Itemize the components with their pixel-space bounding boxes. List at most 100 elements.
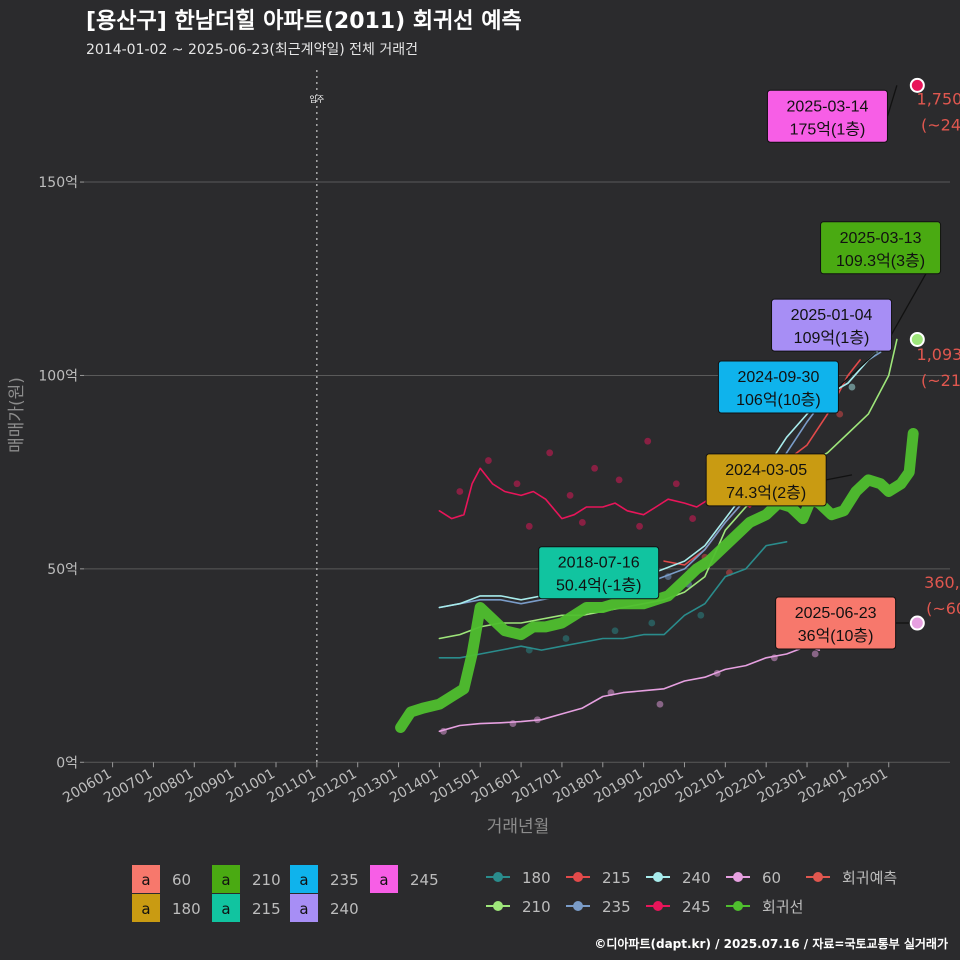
scatter-point (644, 437, 652, 445)
legend-key-glyph: a (141, 900, 150, 918)
callout-leader (886, 85, 898, 117)
price-labels: 1,750,000 (~245㎡) 1,093,000 (~210㎡) 360,000 (… (917, 90, 960, 619)
y-axis-title: 매매가(원) (7, 377, 27, 453)
legend-key-box (132, 894, 160, 922)
legend-point-key (733, 872, 743, 882)
scatter-point (689, 515, 697, 522)
callout-date: 2025-03-13 (840, 230, 922, 247)
callout-box (538, 546, 660, 600)
legend-line-label: 60 (762, 869, 781, 887)
x-axis-title: 거래년월 (487, 817, 550, 837)
highlight-point-210 (909, 331, 925, 347)
y-tick-label: 50억 (47, 562, 78, 578)
legend-label: 240 (330, 900, 359, 918)
callout-price: 50.4억(-1층) (556, 577, 641, 595)
scatter-point (648, 619, 656, 627)
callout-box (766, 89, 888, 143)
legend-label: 180 (172, 900, 201, 918)
scatter-point (513, 480, 521, 488)
legend-point-key (653, 872, 663, 882)
legend-key-box (212, 865, 240, 893)
series-line-60 (438, 645, 821, 733)
callout-box (717, 360, 839, 414)
highlight-point-245 (909, 77, 925, 93)
legend-point-key (733, 901, 743, 911)
callout-date: 2024-03-05 (725, 462, 807, 479)
legend-key-box (212, 894, 240, 922)
callout-date: 2024-09-30 (738, 369, 820, 386)
price-label-area: (~210㎡) (921, 371, 960, 390)
legend-label: 60 (172, 871, 191, 889)
scatter-point (546, 449, 554, 457)
legend-label: 235 (330, 871, 359, 889)
legend-key-box (370, 865, 398, 893)
legend-key-glyph: a (141, 871, 150, 889)
callout-box (820, 221, 942, 275)
highlight-points (909, 77, 925, 631)
legend-line-label: 180 (522, 869, 551, 887)
legend-line-label: 215 (602, 869, 631, 887)
series-line-180 (438, 541, 788, 659)
source-caption: ©디아파트(dapt.kr) / 2025.07.16 / 자료=국토교통부 실… (594, 936, 948, 951)
legend-point-key (573, 901, 583, 911)
legend-key-box (290, 894, 318, 922)
legend-point-key (813, 872, 823, 882)
legend-line-label: 245 (682, 898, 711, 916)
price-label: 1,093,000 (917, 345, 960, 364)
legend-label: 210 (252, 871, 281, 889)
legend: a 60 a 210 a 235 a 245 a 180 a 215 a 240 180 215 240 60 회귀… (132, 865, 897, 922)
legend-key-box (290, 865, 318, 893)
legend-point-key (493, 901, 503, 911)
chart-subtitle: 2014-01-02 ~ 2025-06-23(최근계약일) 전체 거래건 (86, 42, 418, 58)
legend-line-label: 235 (602, 898, 631, 916)
callout-price: 36억(10층) (798, 627, 874, 645)
y-tick-label: 150억 (38, 175, 78, 191)
scatter-point (591, 464, 599, 472)
scatter-point (525, 522, 533, 530)
y-tick-label: 100억 (38, 368, 78, 384)
callout-price: 106억(10층) (736, 391, 821, 409)
scatter-point (672, 480, 680, 488)
callout-price: 74.3억(2층) (726, 484, 806, 502)
callouts: 2025-03-14 175억(1층) 2025-03-13 109.3억(3층) 20… (538, 85, 942, 650)
legend-label: 215 (252, 900, 281, 918)
callout-price: 175억(1층) (790, 120, 866, 138)
legend-point-key (493, 872, 503, 882)
price-label: 360,000 (924, 573, 960, 592)
price-label-area: (~245㎡) (921, 116, 960, 135)
scatter-point (566, 491, 574, 499)
scatter-point (811, 650, 819, 658)
scatter-point (562, 635, 570, 642)
series-line-회귀선 (395, 428, 919, 733)
callout-leader (826, 474, 853, 481)
legend-key-glyph: a (379, 871, 388, 889)
scatter-point (636, 522, 643, 530)
legend-line-label: 240 (682, 869, 711, 887)
legend-point-key (653, 901, 663, 911)
callout-box (771, 298, 893, 352)
price-label: 1,750,000 (917, 90, 960, 109)
scatter-point (485, 457, 492, 464)
scatter-point (611, 627, 619, 635)
legend-line-label: 210 (522, 898, 551, 916)
callout-date: 2018-07-16 (558, 555, 640, 572)
callout-box (775, 596, 897, 650)
highlight-point-60 (909, 615, 925, 631)
scatter-point (578, 519, 586, 526)
scatter-point (848, 383, 856, 391)
legend-key-glyph: a (221, 900, 230, 918)
legend-key-box (132, 865, 160, 893)
callout-date: 2025-03-14 (787, 98, 869, 115)
move-in-label: 입주 (309, 95, 324, 104)
callout-box (705, 453, 827, 507)
scatter-points (440, 333, 893, 735)
scatter-point (656, 700, 664, 708)
legend-label: 245 (410, 871, 439, 889)
chart-title: [용산구] 한남더힐 아파트(2011) 회귀선 예측 (86, 9, 522, 34)
scatter-point (697, 611, 705, 619)
scatter-point (456, 488, 464, 495)
callout-date: 2025-01-04 (791, 307, 873, 324)
legend-line-label: 회귀선 (762, 898, 803, 916)
callout-leader (837, 351, 877, 388)
